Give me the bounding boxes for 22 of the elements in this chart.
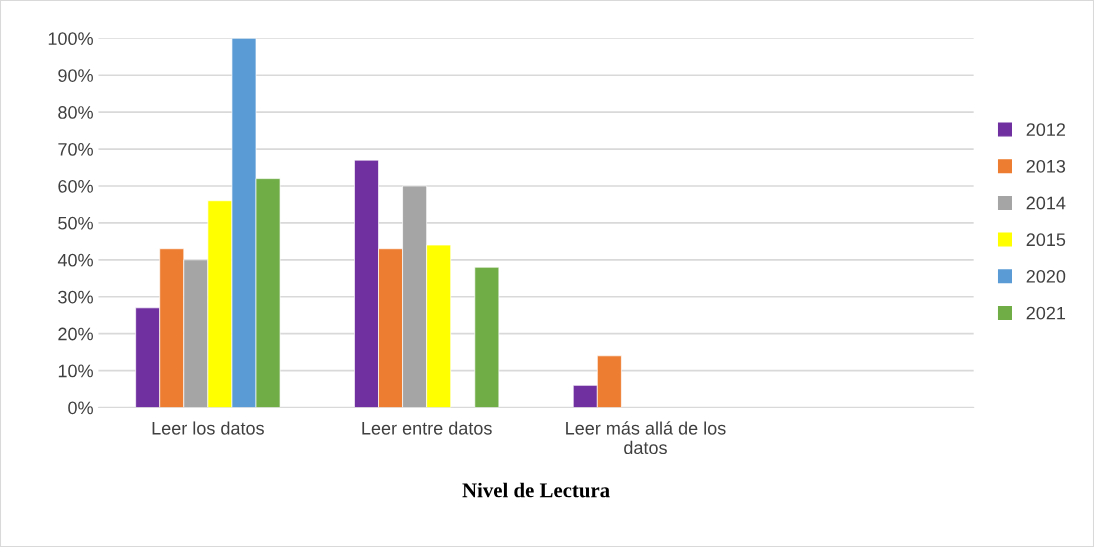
y-tick-label: 90% bbox=[58, 69, 93, 82]
y-tick-label: 100% bbox=[48, 32, 93, 46]
legend-label: 2021 bbox=[1026, 306, 1066, 320]
x-tick-label: Leer entre datos bbox=[362, 421, 492, 435]
y-tick-label: 20% bbox=[58, 327, 93, 341]
y-tick-label: 0% bbox=[68, 401, 93, 415]
legend-label: 2015 bbox=[1026, 233, 1066, 247]
legend-label: 2013 bbox=[1026, 159, 1066, 173]
legend-label: 2012 bbox=[1026, 123, 1066, 137]
x-axis-title: Nivel de Lectura bbox=[462, 482, 610, 498]
x-tick-label: Leer los datos bbox=[152, 421, 264, 435]
y-tick-label: 80% bbox=[58, 106, 93, 119]
y-tick-label: 60% bbox=[58, 179, 93, 193]
bar bbox=[474, 266, 500, 408]
y-tick-label: 30% bbox=[58, 290, 93, 304]
legend-label: 2014 bbox=[1026, 196, 1066, 210]
y-tick-label: 50% bbox=[58, 216, 93, 230]
y-tick-label: 40% bbox=[57, 253, 93, 267]
y-tick-label: 70% bbox=[58, 142, 93, 156]
x-tick-label: Leer más allá de los datos bbox=[566, 421, 726, 455]
y-tick-label: 10% bbox=[58, 364, 93, 378]
legend-label: 2020 bbox=[1026, 270, 1066, 283]
